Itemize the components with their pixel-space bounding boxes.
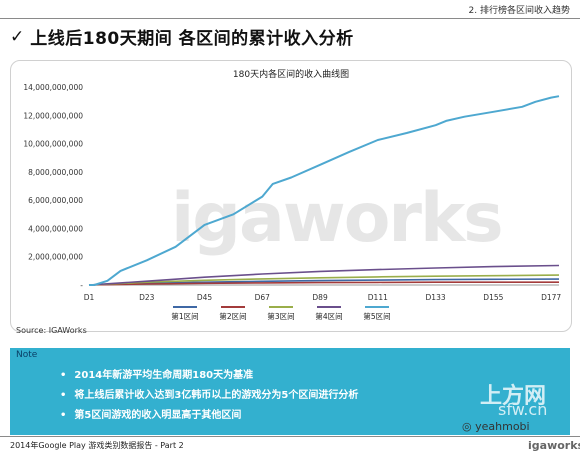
- y-tick-label: 12,000,000,000: [23, 111, 83, 120]
- y-tick-label: -: [80, 281, 83, 290]
- sfw-url-text: sfw.cn: [498, 400, 548, 419]
- slide-title: 上线后180天期间 各区间的累计收入分析: [30, 29, 354, 49]
- note-item: 将上线后累计收入达到3亿韩币以上的游戏分为5个区间进行分析: [60, 386, 358, 406]
- y-tick-label: 8,000,000,000: [28, 168, 83, 177]
- y-tick-label: 4,000,000,000: [28, 224, 83, 233]
- legend-label-2: 第2区间: [219, 311, 246, 321]
- chart-panel: igaworks 180天内各区间的收入曲线图 - 2,000,000,000 4,…: [10, 60, 572, 332]
- note-item: 2014年新游平均生命周期180天为基准: [60, 366, 358, 386]
- x-tick-label: D133: [426, 293, 446, 302]
- legend-label-5: 第5区间: [363, 311, 390, 321]
- section-label: 2. 排行榜各区间收入趋势: [468, 6, 570, 16]
- series-line-1: [88, 278, 560, 286]
- note-label: Note: [16, 350, 38, 360]
- line-chart: - 2,000,000,000 4,000,000,000 6,000,000,000…: [23, 83, 561, 321]
- x-tick-label: D89: [312, 293, 328, 302]
- chart-title: 180天内各区间的收入曲线图: [232, 70, 350, 80]
- x-tick-label: D177: [541, 293, 561, 302]
- watermark: igaworks: [171, 179, 504, 258]
- wechat-id: yeahmobi: [475, 420, 530, 433]
- sfw-logo-text: 上方网: [480, 384, 547, 409]
- x-tick-label: D45: [197, 293, 213, 302]
- series-line-2: [88, 281, 559, 286]
- wechat-icon: ◎: [462, 420, 476, 433]
- y-tick-label: 10,000,000,000: [23, 140, 83, 149]
- note-list: 2014年新游平均生命周期180天为基准 将上线后累计收入达到3亿韩币以上的游戏…: [60, 366, 358, 426]
- x-tick-label: D23: [139, 293, 155, 302]
- note-box: Note 2014年新游平均生命周期180天为基准 将上线后累计收入达到3亿韩币…: [10, 348, 570, 435]
- y-tick-label: 2,000,000,000: [28, 253, 83, 262]
- series-line-5: [89, 95, 560, 286]
- footer-text: 2014年Google Play 游戏类别数据报告 - Part 2: [10, 441, 184, 450]
- wechat-watermark: ◎ yeahmobi: [462, 420, 530, 433]
- series-line-4: [88, 264, 560, 286]
- x-tick-label: D1: [84, 293, 95, 302]
- y-tick-label: 14,000,000,000: [23, 83, 83, 92]
- legend-label-1: 第1区间: [171, 311, 198, 321]
- brand-logo-text: igaworks: [528, 439, 580, 452]
- x-tick-label: D155: [483, 293, 503, 302]
- y-tick-label: 6,000,000,000: [28, 196, 83, 205]
- series-line-3: [88, 274, 560, 286]
- x-tick-label: D111: [368, 293, 388, 302]
- footer-bar: 2014年Google Play 游戏类别数据报告 - Part 2: [0, 436, 580, 455]
- check-icon: ✓: [10, 26, 25, 47]
- note-item: 第5区间游戏的收入明显高于其他区间: [60, 406, 358, 426]
- x-tick-label: D67: [255, 293, 271, 302]
- source-text: Source: IGAWorks: [16, 326, 87, 335]
- slide-title-row: ✓ 上线后180天期间 各区间的累计收入分析: [10, 24, 354, 50]
- legend-label-3: 第3区间: [267, 311, 294, 321]
- header-bar: 2. 排行榜各区间收入趋势: [0, 0, 580, 19]
- legend-label-4: 第4区间: [315, 311, 342, 321]
